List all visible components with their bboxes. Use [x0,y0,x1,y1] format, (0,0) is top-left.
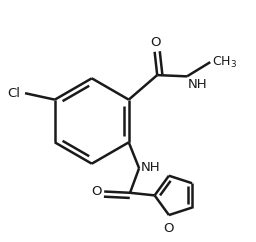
Text: NH: NH [141,161,161,174]
Text: CH$_3$: CH$_3$ [212,55,237,70]
Text: O: O [92,185,102,198]
Text: O: O [164,222,174,235]
Text: Cl: Cl [7,87,20,100]
Text: NH: NH [187,78,207,91]
Text: O: O [151,36,161,49]
